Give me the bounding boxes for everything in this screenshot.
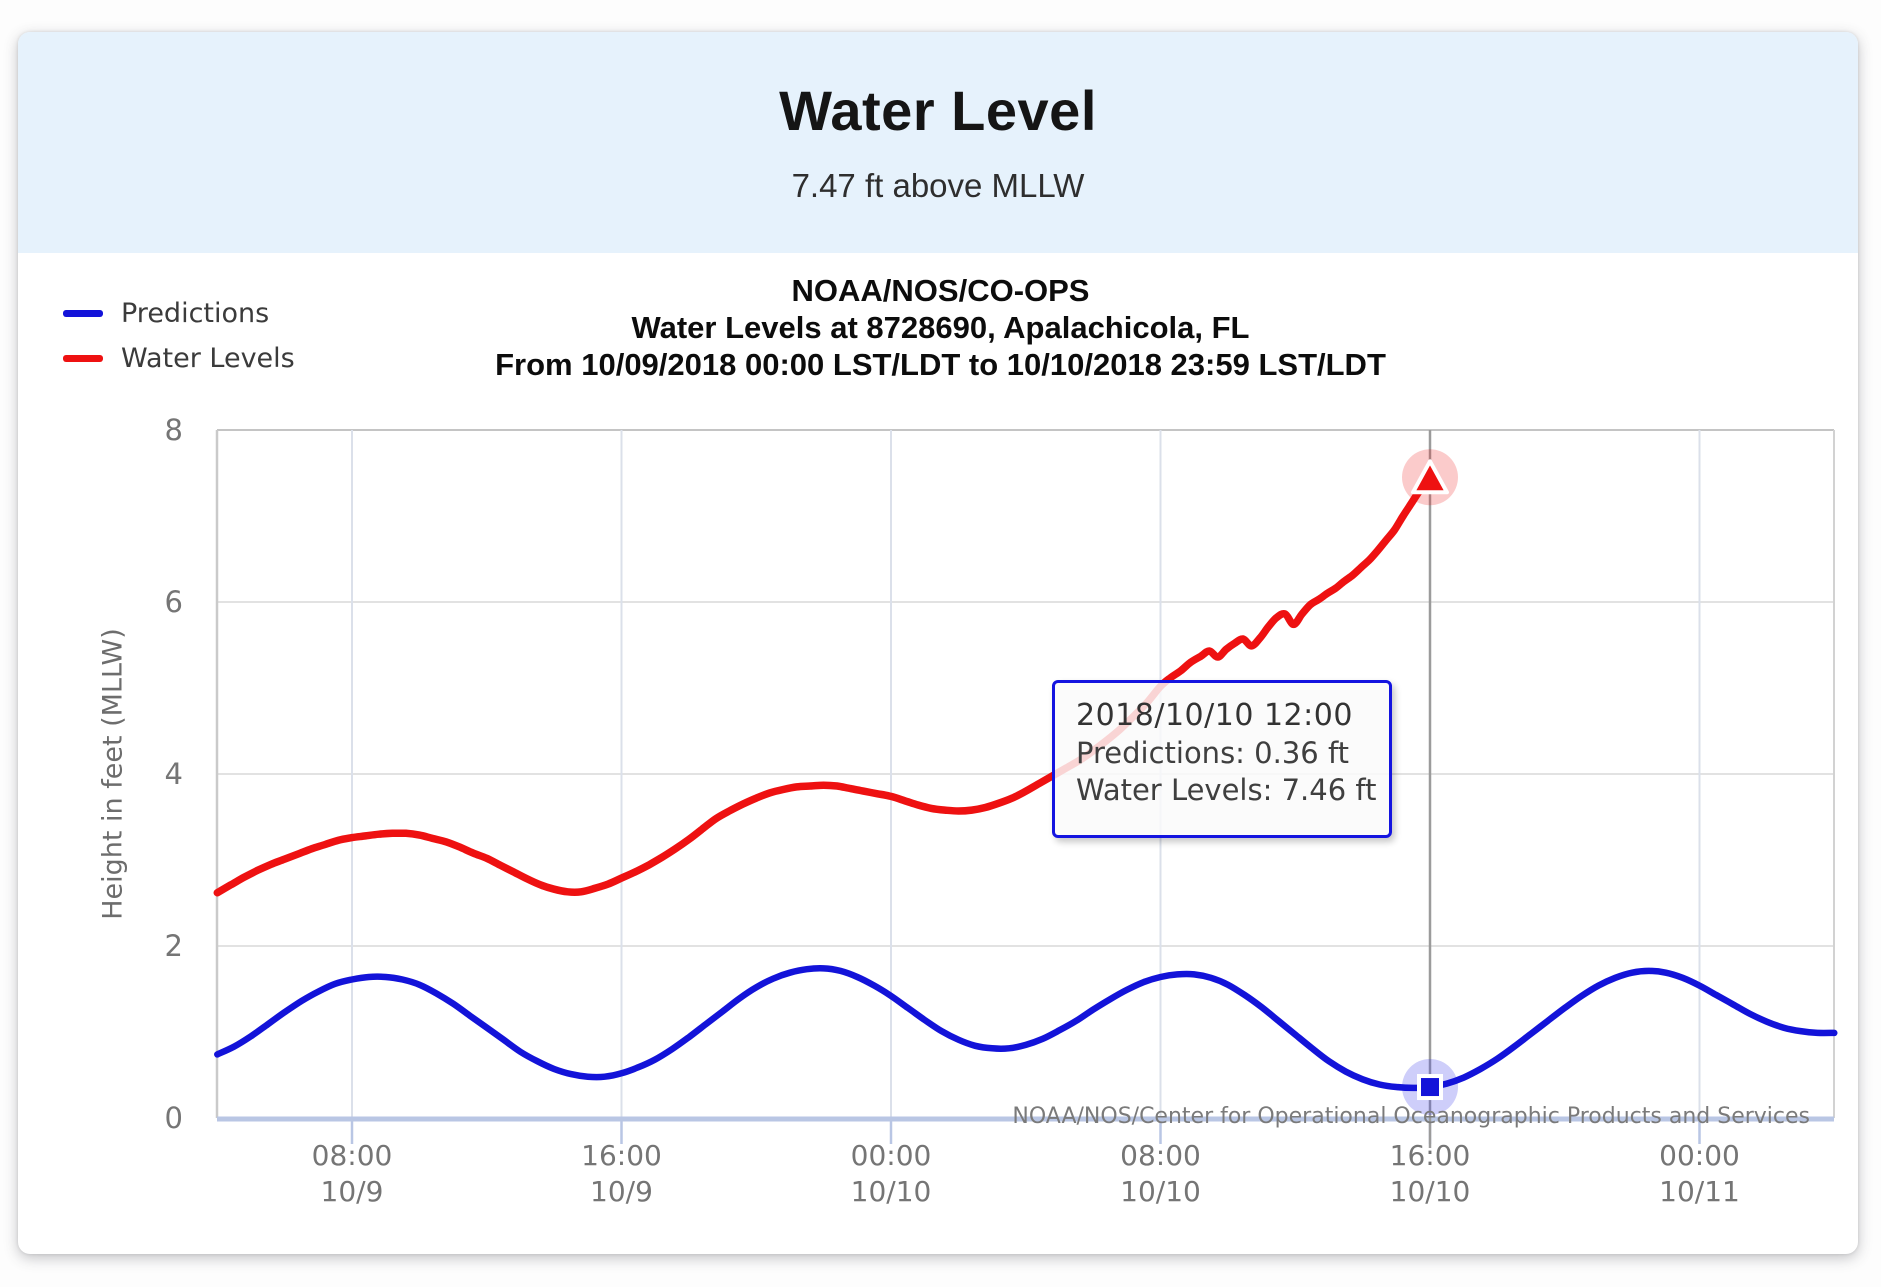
page-title: Water Level [779, 79, 1097, 142]
x-tick-time-00:00: 00:00 [1659, 1139, 1740, 1172]
x-tick-date-10/10: 10/10 [1120, 1175, 1201, 1208]
legend-label-predictions: Predictions [121, 298, 270, 329]
x-tick-date-10/9: 10/9 [320, 1175, 384, 1208]
x-tick-time-08:00: 08:00 [1120, 1139, 1201, 1172]
x-tick-date-10/9: 10/9 [590, 1175, 653, 1208]
current-water-level-subtitle: 7.47 ft above MLLW [791, 167, 1085, 204]
y-tick-label-8: 8 [164, 413, 183, 447]
tooltip-timestamp: 2018/10/10 12:00 [1076, 698, 1353, 733]
x-tick-time-16:00: 16:00 [1389, 1139, 1471, 1172]
x-tick-date-10/10: 10/10 [1389, 1175, 1471, 1208]
legend-item-predictions[interactable]: Predictions [63, 291, 295, 336]
x-tick-date-10/10: 10/10 [850, 1175, 932, 1208]
chart-title-line3: From 10/09/2018 00:00 LST/LDT to 10/10/2… [495, 347, 1386, 382]
card-header: Water Level 7.47 ft above MLLW [18, 32, 1858, 253]
water-levels-latest-marker [1411, 459, 1449, 495]
chart-title-line2: Water Levels at 8728690, Apalachicola, F… [631, 310, 1250, 345]
predictions-latest-marker [1417, 1074, 1443, 1101]
tooltip-water-levels-value: Water Levels: 7.46 ft [1076, 773, 1377, 807]
chart-card: Water Level 7.47 ft above MLLW [18, 32, 1858, 1254]
x-tick-time-16:00: 16:00 [581, 1139, 662, 1172]
y-tick-label-0: 0 [164, 1101, 183, 1135]
chart-title-block: NOAA/NOS/CO-OPS Water Levels at 8728690,… [0, 272, 1881, 383]
chart-title-line1: NOAA/NOS/CO-OPS [791, 273, 1090, 308]
predictions-line[interactable] [214, 965, 1838, 1092]
water-levels-line[interactable] [213, 473, 1434, 897]
tooltip-predictions-value: Predictions: 0.36 ft [1076, 736, 1350, 770]
predictions-line-swatch [63, 310, 103, 317]
legend-label-water-levels: Water Levels [121, 343, 295, 374]
legend-item-water-levels[interactable]: Water Levels [63, 336, 295, 381]
x-tick-date-10/11: 10/11 [1659, 1175, 1740, 1208]
chart-tooltip: 2018/10/10 12:00 Predictions: 0.36 ft Wa… [1052, 680, 1392, 838]
x-tick-time-08:00: 08:00 [311, 1139, 393, 1172]
chart-legend: Predictions Water Levels [63, 291, 295, 381]
noaa-watermark: NOAA/NOS/Center for Operational Oceanogr… [1012, 1104, 1810, 1129]
water-levels-line-swatch [63, 355, 103, 362]
x-tick-time-00:00: 00:00 [850, 1139, 932, 1172]
y-tick-label-6: 6 [164, 585, 183, 619]
y-tick-label-4: 4 [164, 757, 183, 791]
y-tick-label-2: 2 [164, 929, 183, 963]
